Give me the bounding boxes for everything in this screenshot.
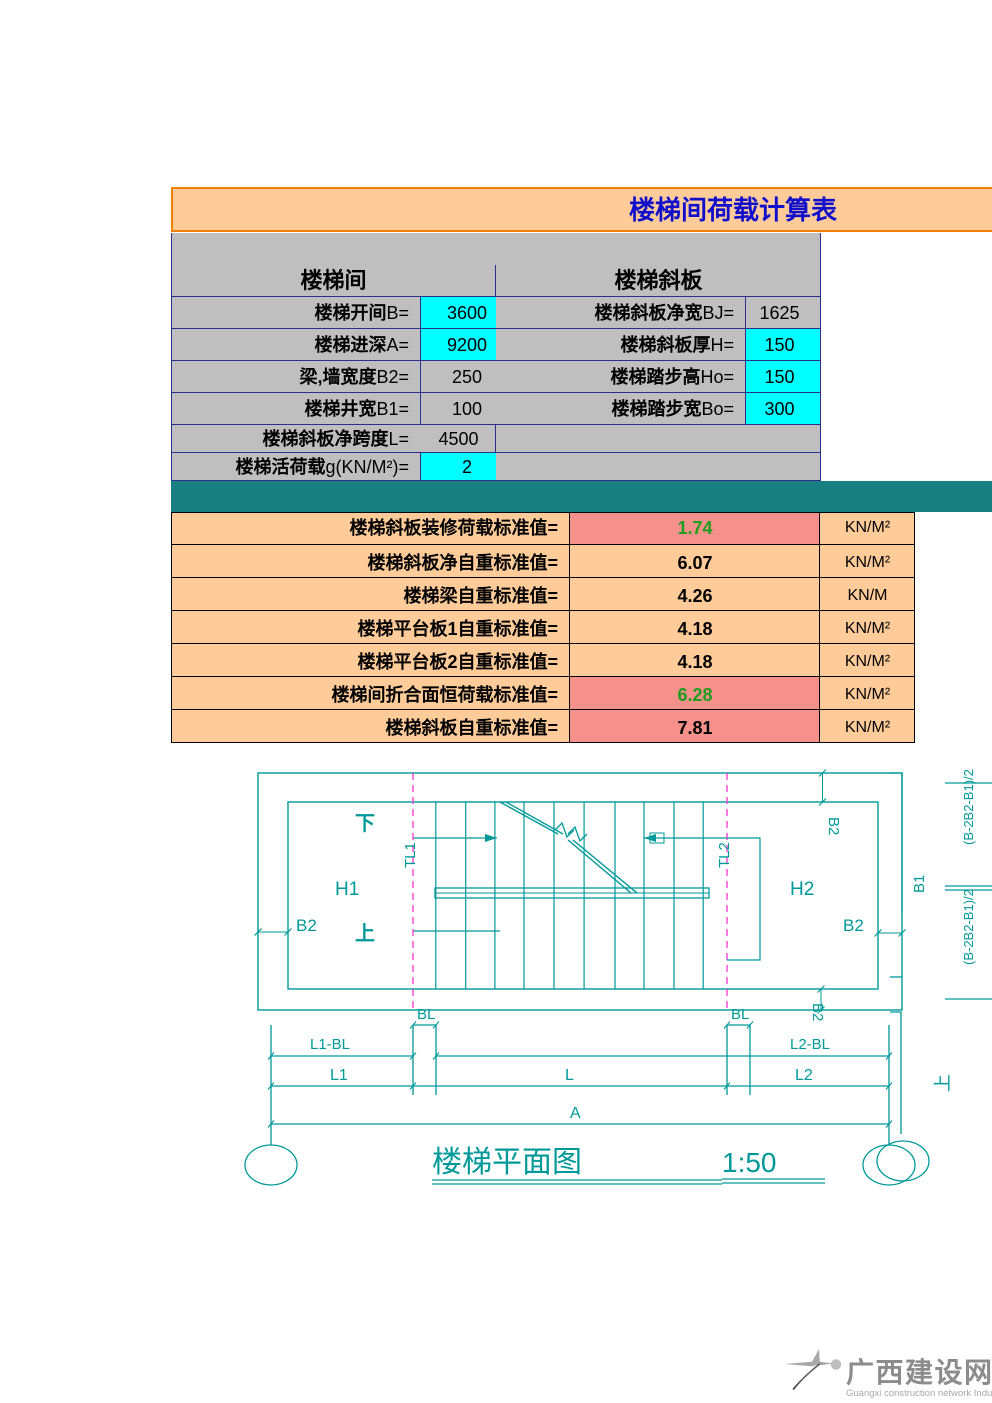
svg-text:L: L <box>565 1067 574 1084</box>
svg-text:楼梯平面图: 楼梯平面图 <box>432 1146 582 1179</box>
svg-text:L1-BL: L1-BL <box>310 1036 350 1053</box>
svg-text:BL: BL <box>417 1006 435 1023</box>
svg-text:上: 上 <box>933 1074 953 1092</box>
svg-text:BL: BL <box>731 1006 749 1023</box>
svg-text:B2: B2 <box>825 817 842 835</box>
svg-text:A: A <box>570 1105 581 1122</box>
svg-text:1:50: 1:50 <box>722 1147 777 1178</box>
svg-text:广西建设网: 广西建设网 <box>846 1357 992 1388</box>
svg-text:TL1: TL1 <box>402 842 419 868</box>
svg-text:上: 上 <box>355 922 375 945</box>
svg-text:B2: B2 <box>296 916 317 935</box>
svg-text:L2-BL: L2-BL <box>790 1036 830 1053</box>
svg-text:L1: L1 <box>330 1067 348 1084</box>
svg-text:H1: H1 <box>335 879 359 900</box>
svg-text:Guangxi construction network I: Guangxi construction network Industry Ed… <box>846 1388 992 1399</box>
svg-text:TL2: TL2 <box>716 842 733 868</box>
svg-text:B1: B1 <box>911 875 928 893</box>
svg-text:L2: L2 <box>795 1067 813 1084</box>
svg-text:下: 下 <box>355 813 375 835</box>
svg-text:B2: B2 <box>809 1003 826 1021</box>
svg-text:H2: H2 <box>790 879 814 900</box>
svg-text:(B-2B2-B1)/2: (B-2B2-B1)/2 <box>961 889 976 965</box>
svg-text:(B-2B2-B1)/2: (B-2B2-B1)/2 <box>961 769 976 845</box>
svg-text:B2: B2 <box>843 916 864 935</box>
